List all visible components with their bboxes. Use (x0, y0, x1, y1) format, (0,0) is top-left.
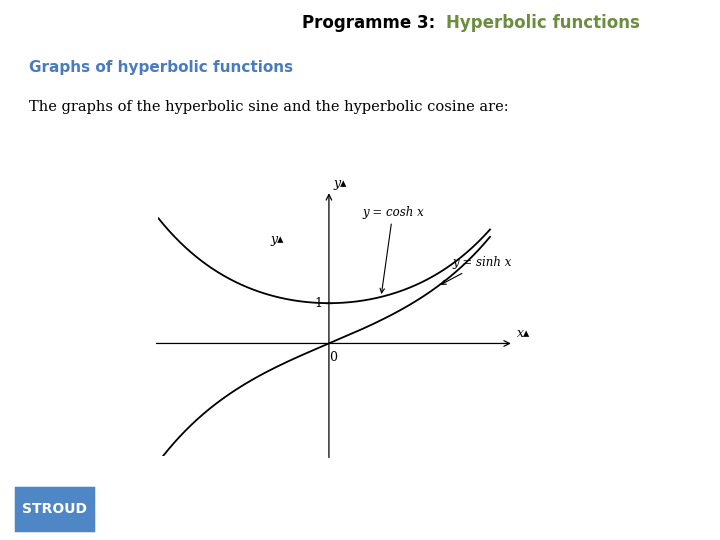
Text: Programme 3:: Programme 3: (302, 15, 446, 32)
Text: ✱: ✱ (670, 497, 691, 521)
Text: 1: 1 (315, 296, 323, 309)
Text: y▴: y▴ (270, 233, 284, 246)
Text: Hyperbolic functions: Hyperbolic functions (446, 15, 640, 32)
Text: x▴: x▴ (516, 327, 530, 340)
Text: The graphs of the hyperbolic sine and the hyperbolic cosine are:: The graphs of the hyperbolic sine and th… (29, 100, 508, 114)
FancyBboxPatch shape (13, 485, 96, 532)
Text: y▴: y▴ (333, 177, 347, 190)
Text: y = sinh x: y = sinh x (441, 256, 511, 285)
Text: Worked examples and exercises are in the text: Worked examples and exercises are in the… (158, 502, 562, 516)
Text: Graphs of hyperbolic functions: Graphs of hyperbolic functions (29, 60, 293, 75)
Text: 0: 0 (329, 350, 337, 364)
Text: y = cosh x: y = cosh x (362, 206, 424, 293)
Text: STROUD: STROUD (22, 502, 87, 516)
